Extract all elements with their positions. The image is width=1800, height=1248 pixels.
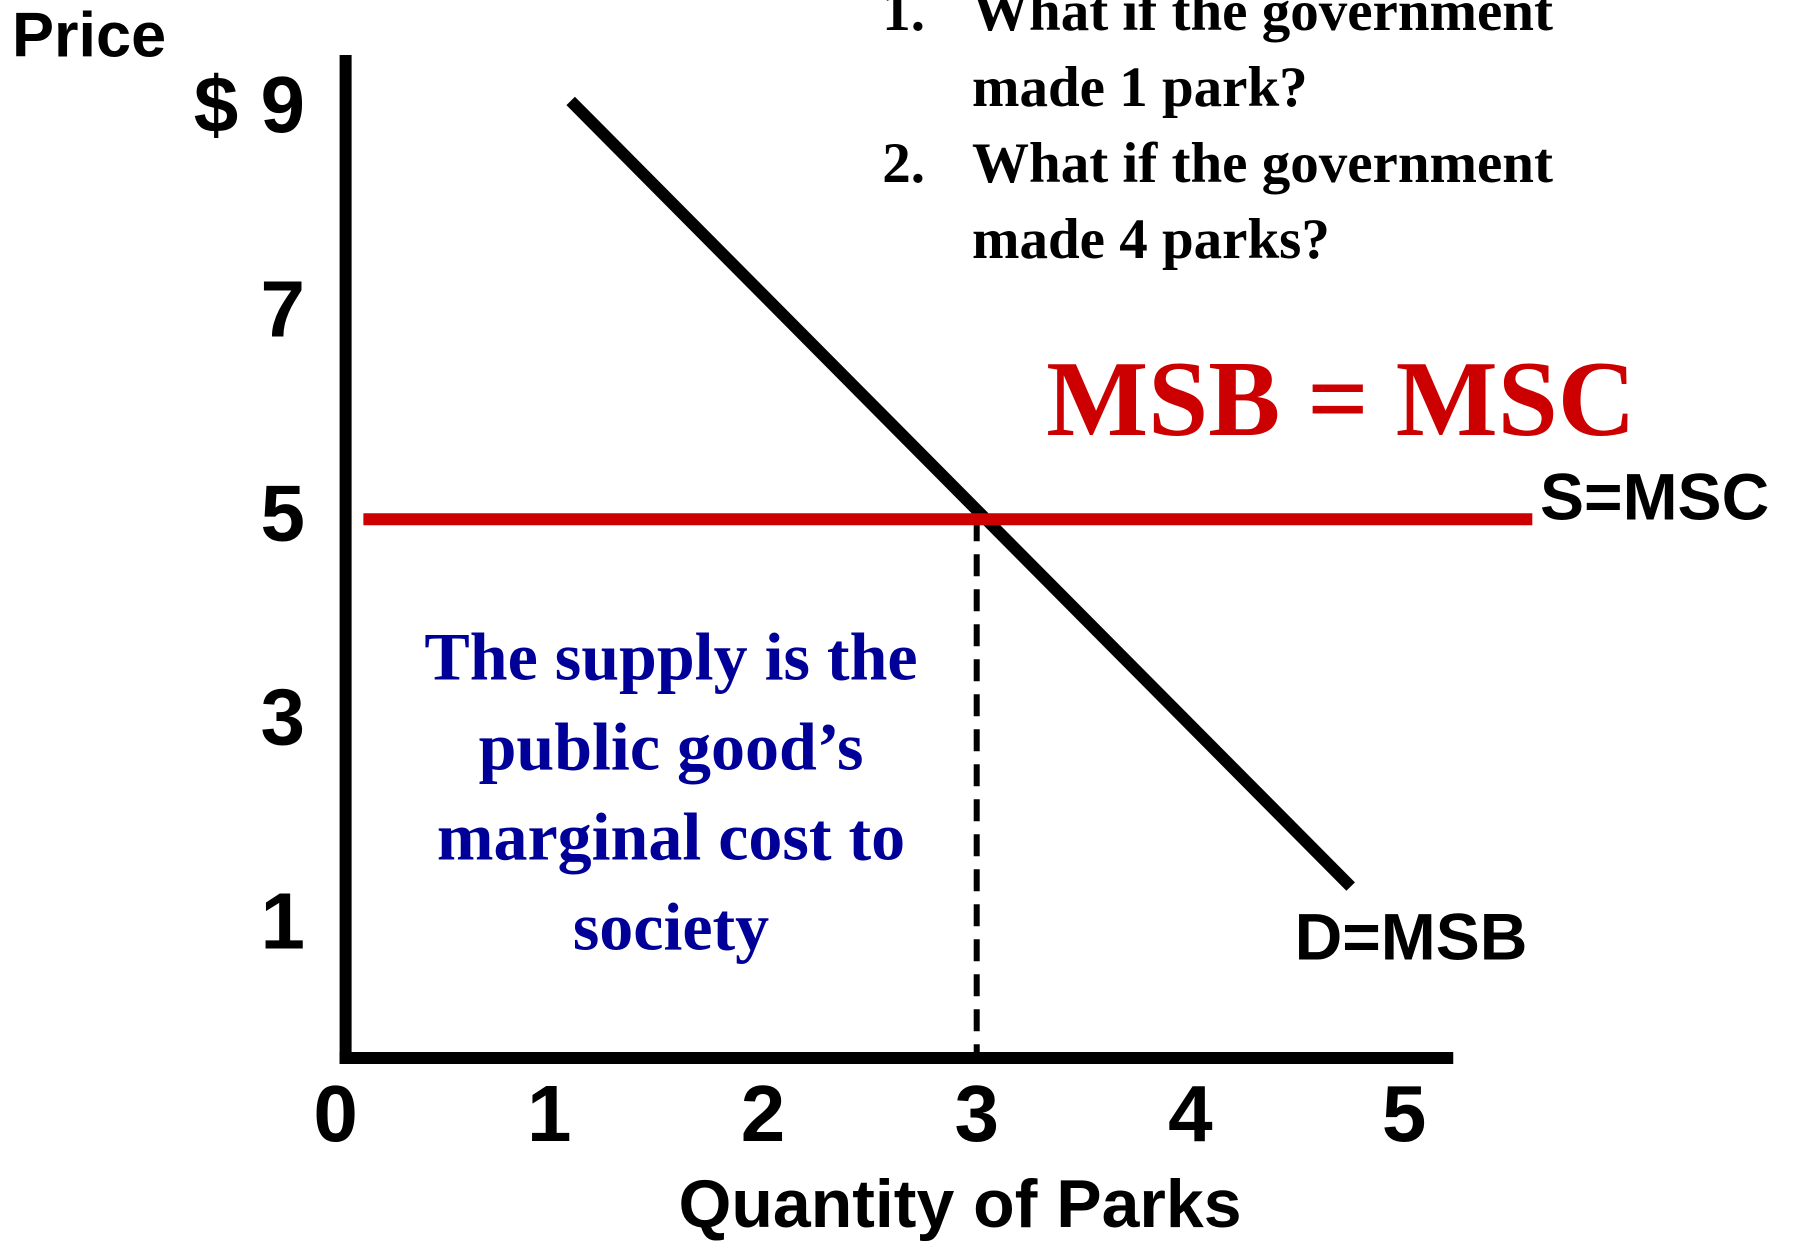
series-label: S=MSC xyxy=(1540,459,1769,533)
y-axis-label: Price xyxy=(12,1,166,71)
note-text: The supply is the xyxy=(424,619,917,695)
x-tick-label: 0 xyxy=(313,1069,358,1158)
question-text: made 1 park? xyxy=(972,56,1308,119)
series-label: D=MSB xyxy=(1295,899,1528,973)
question-text: made 4 parks? xyxy=(972,208,1330,271)
question-text: What if the government xyxy=(972,0,1553,43)
question-number: 1. xyxy=(882,0,925,43)
note-text: public good’s xyxy=(479,709,864,785)
y-tick-label: 7 xyxy=(261,264,306,353)
x-axis-label: Quantity of Parks xyxy=(678,1166,1241,1242)
note-text: society xyxy=(573,889,769,965)
y-tick-label: $ 9 xyxy=(194,60,305,149)
question-number: 2. xyxy=(882,132,925,195)
y-tick-label: 3 xyxy=(261,672,306,761)
x-tick-label: 2 xyxy=(741,1069,786,1158)
x-tick-label: 1 xyxy=(527,1069,572,1158)
x-tick-label: 5 xyxy=(1382,1069,1427,1158)
y-tick-label: 1 xyxy=(261,877,306,966)
x-tick-label: 3 xyxy=(954,1069,999,1158)
y-tick-label: 5 xyxy=(261,468,306,557)
equilibrium-label: MSB = MSC xyxy=(1046,340,1636,459)
question-text: What if the government xyxy=(972,132,1553,195)
x-tick-label: 4 xyxy=(1168,1069,1213,1158)
note-text: marginal cost to xyxy=(437,799,905,875)
series-line xyxy=(566,96,1355,891)
